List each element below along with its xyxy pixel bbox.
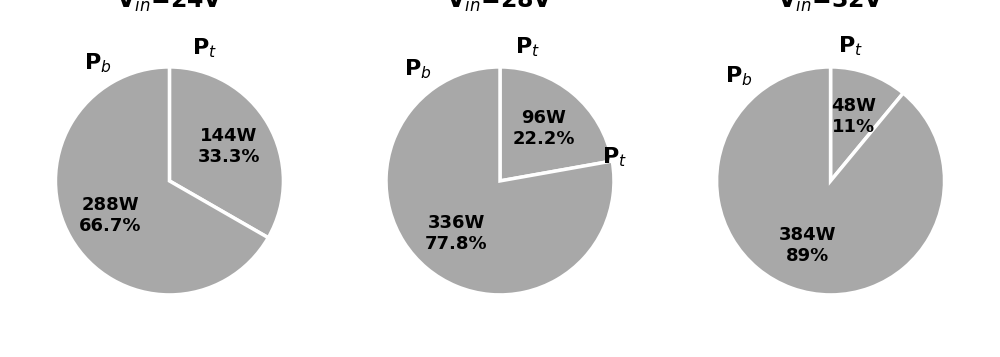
Wedge shape	[717, 67, 945, 295]
Wedge shape	[500, 67, 612, 181]
Text: 384W
89%: 384W 89%	[779, 226, 836, 265]
Wedge shape	[169, 67, 283, 238]
Text: 96W
22.2%: 96W 22.2%	[513, 109, 575, 148]
Text: P$_b$: P$_b$	[404, 57, 432, 81]
Title: V$_{in}$=32V: V$_{in}$=32V	[777, 0, 884, 14]
Text: 48W
11%: 48W 11%	[831, 97, 876, 136]
Text: P$_t$: P$_t$	[602, 146, 627, 169]
Text: P$_t$: P$_t$	[838, 35, 863, 59]
Title: V$_{in}$=24V: V$_{in}$=24V	[116, 0, 223, 14]
Text: 288W
66.7%: 288W 66.7%	[79, 196, 142, 235]
Text: P$_b$: P$_b$	[84, 51, 112, 75]
Text: 144W
33.3%: 144W 33.3%	[197, 127, 260, 166]
Text: P$_t$: P$_t$	[515, 35, 540, 59]
Wedge shape	[831, 67, 903, 181]
Wedge shape	[55, 67, 268, 295]
Text: P$_t$: P$_t$	[192, 36, 217, 60]
Text: P$_b$: P$_b$	[725, 65, 752, 89]
Text: 336W
77.8%: 336W 77.8%	[425, 214, 487, 253]
Wedge shape	[386, 67, 614, 295]
Title: V$_{in}$=28V: V$_{in}$=28V	[446, 0, 554, 14]
